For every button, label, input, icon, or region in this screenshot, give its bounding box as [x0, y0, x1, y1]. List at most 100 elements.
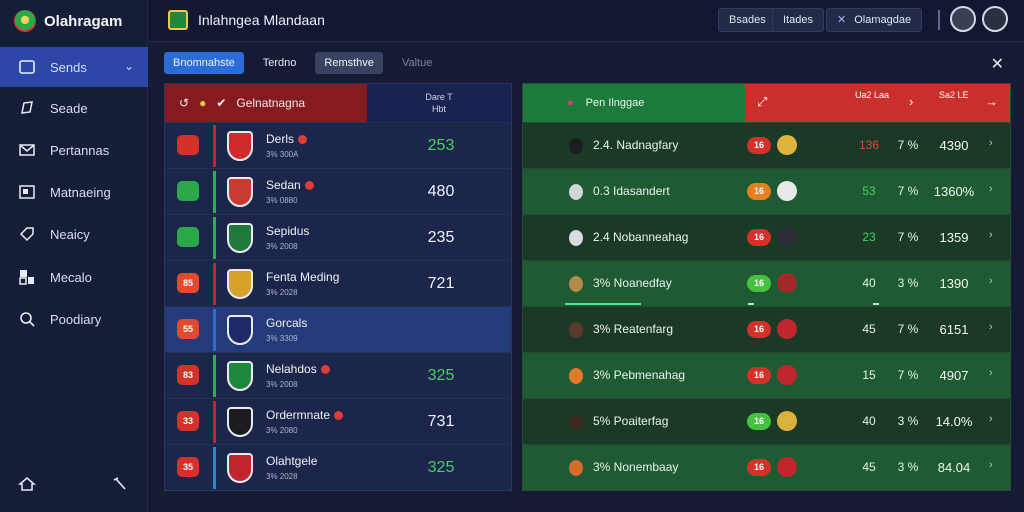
filter-chip[interactable]: Terdno [262, 57, 297, 69]
rank-badge: 85 [177, 273, 199, 293]
table-row[interactable]: 83 Nelahdos 3% 2008 325 [165, 352, 511, 398]
table-row[interactable]: 35 Olahtgele 3% 2028 325 [165, 444, 511, 490]
odds-pill[interactable]: 16 [747, 413, 771, 430]
table-row[interactable]: 85 Fenta Meding 3% 2028 721 [165, 260, 511, 306]
stat-c: 6151 [939, 322, 969, 337]
team-name[interactable]: Fenta Meding [266, 270, 339, 284]
stat-b: 3 % [897, 460, 919, 474]
column-header-line: Hbt [431, 104, 446, 114]
home-icon[interactable] [17, 475, 37, 498]
team-name[interactable]: Olahtgele [266, 454, 317, 468]
stat-a: 45 [862, 460, 876, 474]
chevron-right-icon[interactable]: › [909, 94, 914, 109]
sidebar-item-mecalo[interactable]: Mecalo [0, 257, 148, 297]
stat-b: 7 % [897, 322, 919, 336]
table-row[interactable]: Sepidus 3% 2008 235 [165, 214, 511, 260]
match-label: 3% Reatenfarg [593, 322, 674, 336]
team-crest-icon [227, 407, 253, 437]
team-name[interactable]: Gorcals [266, 316, 307, 330]
column-header: Dare T Hbt [367, 84, 511, 122]
table-row[interactable]: Derls 3% 300A 253 [165, 122, 511, 168]
table-row[interactable]: 3% Noanedfay 16 40 3 % 1390 › [523, 260, 1010, 306]
odds-pill[interactable]: 16 [747, 459, 771, 476]
team-subtitle: 3% 0880 [266, 196, 298, 205]
chevron-right-icon[interactable]: › [989, 137, 993, 149]
chevron-right-icon[interactable]: › [989, 275, 993, 287]
table-row[interactable]: 5% Poaiterfag 16 40 3 % 14.0% › [523, 398, 1010, 444]
club-badge-icon [777, 319, 797, 339]
chevron-down-icon[interactable]: ⌄ [123, 59, 134, 73]
table-row[interactable]: 0.3 Idasandert 16 53 7 % 1360% › [523, 168, 1010, 214]
odds-pill[interactable]: 16 [747, 275, 771, 292]
filter-chip[interactable]: Remsthve [315, 52, 383, 74]
table-row[interactable]: 3% Pebmenahag 16 15 7 % 4907 › [523, 352, 1010, 398]
table-row[interactable]: 33 Ordermnate 3% 2080 731 [165, 398, 511, 444]
expand-icon[interactable]: ⤢ [757, 94, 768, 109]
odds-pill[interactable]: 16 [747, 137, 771, 154]
match-label: 2.4. Nadnagfary [593, 138, 679, 152]
live-dot-icon [320, 365, 330, 375]
team-name[interactable]: Derls [266, 132, 308, 146]
filter-chip[interactable]: Valtue [401, 57, 433, 69]
table-row[interactable]: 2.4. Nadnagfary 16 136 7 % 4390 › [523, 122, 1010, 168]
rank-badge: 33 [177, 411, 199, 431]
olamagdae-button[interactable]: ✕ Olamagdae [826, 8, 923, 32]
odds-pill[interactable]: 16 [747, 183, 771, 200]
team-name[interactable]: Sepidus [266, 224, 309, 238]
chevron-right-icon[interactable]: › [989, 459, 993, 471]
avatar[interactable] [950, 6, 976, 32]
sidebar-item-pertannas[interactable]: Pertannas [0, 130, 148, 170]
ball-icon [569, 322, 583, 338]
ball-icon [569, 460, 583, 476]
match-label: 2.4 Nobanneahag [593, 230, 689, 244]
table-row[interactable]: Sedan 3% 0880 480 [165, 168, 511, 214]
team-name[interactable]: Sedan [266, 178, 314, 192]
filter-chip[interactable]: Bnomnahste [164, 52, 244, 74]
sidebar-item-poodiary[interactable]: Poodiary [0, 299, 148, 339]
team-value: 480 [427, 183, 455, 200]
table-row[interactable]: 3% Reatenfarg 16 45 7 % 6151 › [523, 306, 1010, 352]
table-row[interactable]: 3% Nonembaay 16 45 3 % 84.04 › [523, 444, 1010, 490]
club-badge-icon [777, 273, 797, 293]
odds-pill[interactable]: 16 [747, 321, 771, 338]
divider [938, 10, 940, 30]
avatar[interactable] [982, 6, 1008, 32]
sidebar-item-matnaeing[interactable]: Matnaeing [0, 172, 148, 212]
panel-title-bar: ● Pen Ilnggae [523, 84, 745, 122]
odds-pill[interactable]: 16 [747, 367, 771, 384]
team-name-text: Olahtgele [266, 454, 318, 468]
window-title: Inlahngea Mlandaan [198, 12, 325, 28]
sidebar-item-seade[interactable]: Seade [0, 88, 148, 128]
sidebar-item-neaicy[interactable]: Neaicy [0, 214, 148, 254]
chevron-right-icon[interactable]: › [989, 183, 993, 195]
team-name[interactable]: Ordermnate [266, 408, 344, 422]
chevron-right-icon[interactable]: › [989, 229, 993, 241]
stat-a: 53 [862, 184, 876, 198]
rank-badge: 83 [177, 365, 199, 385]
odds-pill[interactable]: 16 [747, 229, 771, 246]
arrows-icon[interactable]: ↺ [179, 96, 190, 110]
chevron-right-icon[interactable]: › [989, 321, 993, 333]
team-subtitle: 3% 2008 [266, 242, 298, 251]
mail-icon [18, 141, 36, 159]
chevron-right-icon[interactable]: › [989, 367, 993, 379]
team-name[interactable]: Nelahdos [266, 362, 330, 376]
arrow-right-icon[interactable]: → [985, 94, 998, 109]
table-row[interactable]: 2.4 Nobanneahag 16 23 7 % 1359 › [523, 214, 1010, 260]
match-label: 3% Nonembaay [593, 460, 679, 474]
chevron-right-icon[interactable]: › [989, 413, 993, 425]
table-row[interactable]: 55 Gorcals 3% 3309 [165, 306, 511, 352]
ball-icon [569, 184, 583, 200]
sidebar-item-label: Pertannas [50, 142, 110, 158]
bsades-button[interactable]: Bsades [718, 8, 777, 32]
stat-a: 40 [862, 414, 876, 428]
column-header-label: Ua2 Laa [855, 90, 890, 100]
app-logo[interactable]: Olahragam [14, 8, 122, 34]
wand-icon[interactable] [111, 475, 129, 498]
row-stripe [213, 125, 216, 167]
sidebar-item-sends[interactable]: Sends ⌄ [0, 47, 148, 87]
row-stripe [213, 401, 216, 443]
itades-button[interactable]: Itades [772, 8, 824, 32]
rank-badge [177, 227, 199, 247]
close-icon[interactable]: ✕ [990, 56, 1004, 73]
